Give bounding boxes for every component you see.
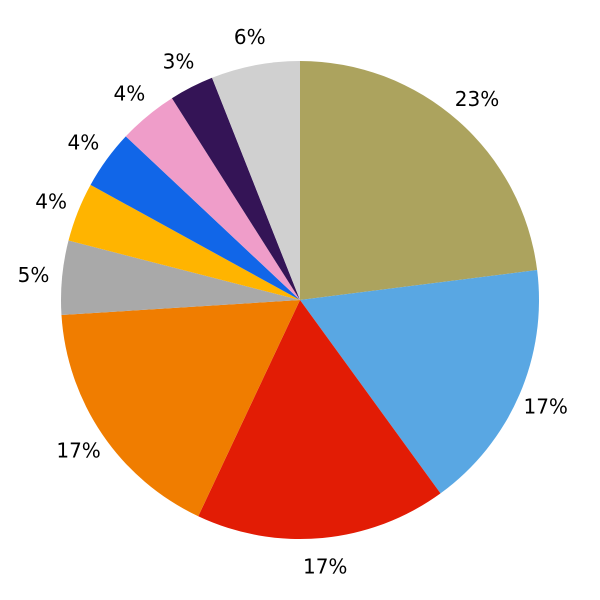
pie-slice-8 xyxy=(171,77,300,300)
pie-slice-label-7: 4% xyxy=(114,82,146,106)
pie-slice-label-4: 5% xyxy=(18,263,50,287)
pie-slice-6 xyxy=(90,136,300,300)
pie-slice-2 xyxy=(198,300,441,539)
pie-slice-label-1: 17% xyxy=(523,394,567,418)
pie-slice-0 xyxy=(300,61,538,300)
pie-slice-1 xyxy=(300,270,540,494)
pie-slice-9 xyxy=(212,61,300,300)
pie-slice-7 xyxy=(125,98,300,301)
pie-slice-4 xyxy=(60,240,301,316)
pie-slice-label-5: 4% xyxy=(35,190,67,214)
pie-slice-label-9: 6% xyxy=(234,25,266,49)
pie-slice-label-0: 23% xyxy=(455,87,499,111)
pie-slice-label-2: 17% xyxy=(303,555,347,579)
pie-slice-label-8: 3% xyxy=(163,50,195,74)
pie-slice-label-3: 17% xyxy=(56,439,100,463)
pie-slice-3 xyxy=(61,300,300,517)
pie-slice-label-6: 4% xyxy=(68,131,100,155)
pie-slice-5 xyxy=(68,184,300,300)
